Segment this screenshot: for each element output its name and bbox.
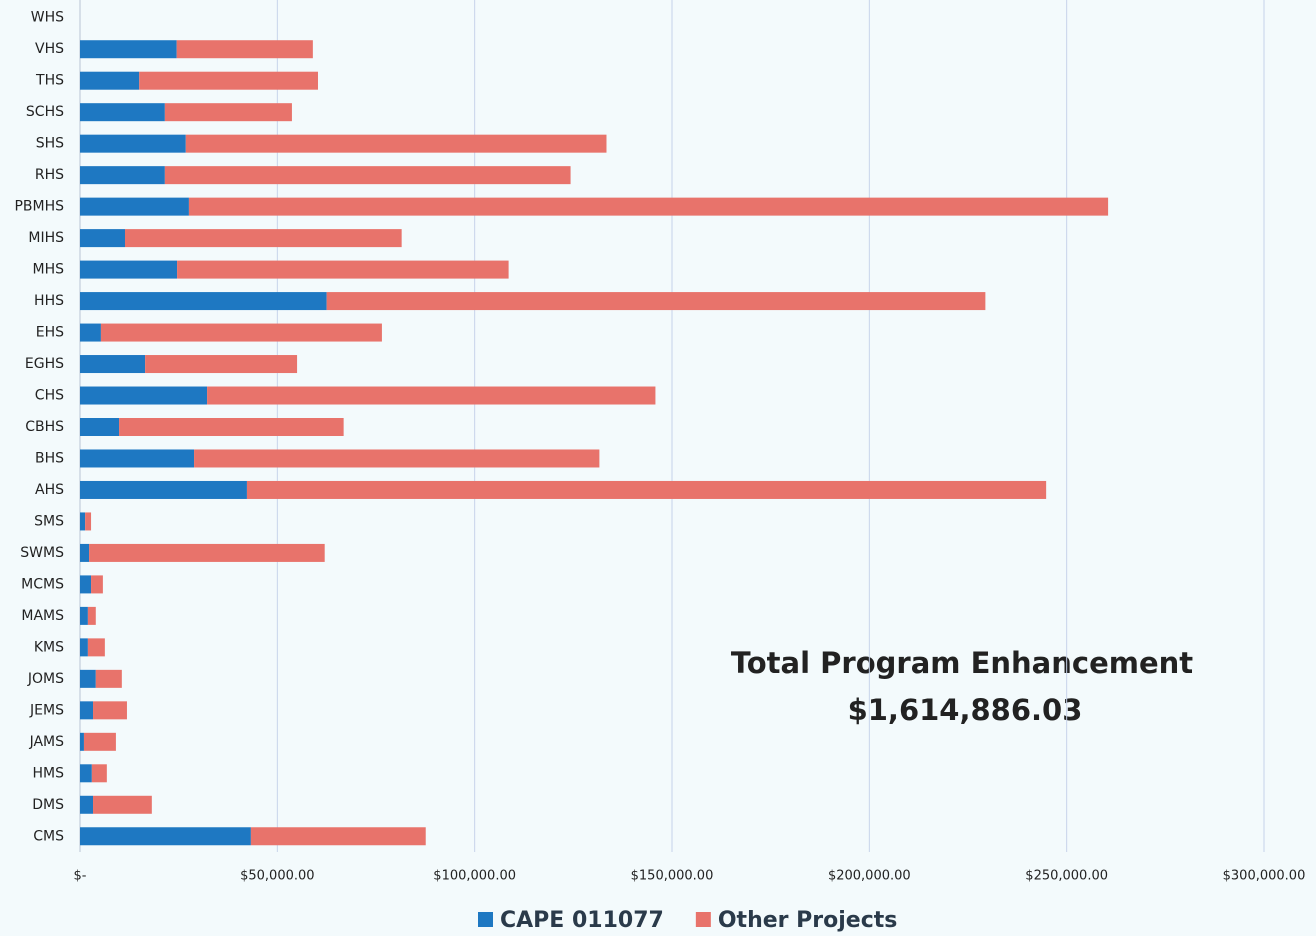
bar	[80, 606, 88, 625]
bar	[80, 764, 92, 783]
bar	[80, 732, 84, 751]
bar	[80, 229, 125, 248]
bar	[80, 197, 189, 216]
y-tick-label: MAMS	[21, 608, 64, 624]
bar	[100, 323, 382, 342]
bar	[80, 292, 327, 311]
bar	[93, 701, 127, 720]
y-tick-label: WHS	[31, 10, 64, 26]
bar	[80, 449, 195, 468]
bar	[139, 71, 318, 90]
legend-label: Other Projects	[718, 908, 898, 933]
bar	[91, 575, 103, 594]
bar	[250, 827, 426, 846]
y-tick-label: PBMHS	[14, 199, 64, 215]
y-tick-label: SMS	[34, 513, 64, 529]
y-tick-label: CHS	[35, 388, 64, 404]
bar	[85, 512, 92, 531]
bar	[91, 764, 107, 783]
bar	[124, 229, 402, 248]
y-tick-label: SHS	[36, 136, 64, 152]
y-tick-label: AHS	[35, 482, 64, 498]
bar	[119, 418, 344, 436]
bar	[80, 323, 101, 342]
bar	[80, 103, 165, 122]
annotation: Total Program Enhancement	[731, 646, 1193, 680]
bar	[246, 480, 1047, 499]
bar	[80, 386, 208, 405]
bar	[80, 166, 165, 185]
bar	[80, 638, 88, 657]
bar	[80, 134, 186, 153]
bar	[80, 701, 94, 720]
bar	[80, 795, 94, 814]
y-tick-label: DMS	[32, 797, 64, 813]
bar	[188, 197, 1109, 216]
y-tick-label: JAMS	[29, 734, 65, 750]
bar	[89, 543, 325, 562]
y-tick-label: SWMS	[20, 545, 64, 561]
x-tick-label: $250,000.00	[1025, 869, 1108, 884]
x-tick-label: $150,000.00	[631, 869, 714, 884]
bar	[164, 166, 571, 185]
bar	[95, 669, 122, 688]
legend-swatch	[478, 912, 493, 927]
bar	[176, 40, 313, 59]
bar	[87, 638, 105, 657]
y-tick-label: HMS	[33, 765, 65, 781]
legend-swatch	[695, 912, 711, 927]
bar	[207, 386, 656, 405]
bar	[80, 418, 120, 436]
y-tick-label: EHS	[36, 325, 64, 341]
bar	[194, 449, 600, 468]
y-tick-label: SCHS	[26, 104, 64, 120]
bar	[80, 827, 251, 846]
bar	[80, 512, 86, 531]
bar	[80, 355, 146, 374]
legend-label: CAPE 011077	[500, 908, 664, 933]
y-tick-label: MIHS	[28, 230, 64, 246]
y-tick-label: CMS	[33, 828, 64, 844]
bar	[326, 292, 986, 311]
y-tick-label: VHS	[35, 41, 64, 57]
y-tick-label: HHS	[34, 293, 64, 309]
bar	[164, 103, 292, 122]
y-tick-label: JOMS	[27, 671, 64, 687]
y-tick-label: EGHS	[25, 356, 64, 372]
bar	[80, 71, 140, 90]
y-tick-label: JEMS	[29, 702, 64, 718]
y-tick-label: MCMS	[21, 576, 64, 592]
x-tick-label: $50,000.00	[240, 869, 314, 884]
y-tick-label: KMS	[34, 639, 64, 655]
bar	[80, 543, 90, 562]
y-tick-label: THS	[35, 73, 64, 89]
bar	[80, 40, 177, 59]
bar	[80, 575, 92, 594]
bar	[87, 606, 96, 625]
bar	[83, 732, 116, 751]
bar	[80, 669, 96, 688]
x-tick-label: $100,000.00	[433, 869, 516, 884]
y-tick-label: BHS	[35, 450, 64, 466]
bar	[145, 355, 298, 374]
x-tick-label: $-	[74, 869, 87, 884]
bar	[185, 134, 607, 153]
bar	[177, 260, 509, 279]
y-tick-label: RHS	[35, 167, 64, 183]
y-tick-label: CBHS	[25, 419, 64, 435]
bar	[80, 480, 247, 499]
bar	[93, 795, 152, 814]
x-tick-label: $300,000.00	[1223, 869, 1306, 884]
bar	[80, 260, 178, 279]
x-tick-label: $200,000.00	[828, 869, 911, 884]
annotation: $1,614,886.03	[848, 693, 1083, 727]
y-tick-label: MHS	[33, 262, 65, 278]
